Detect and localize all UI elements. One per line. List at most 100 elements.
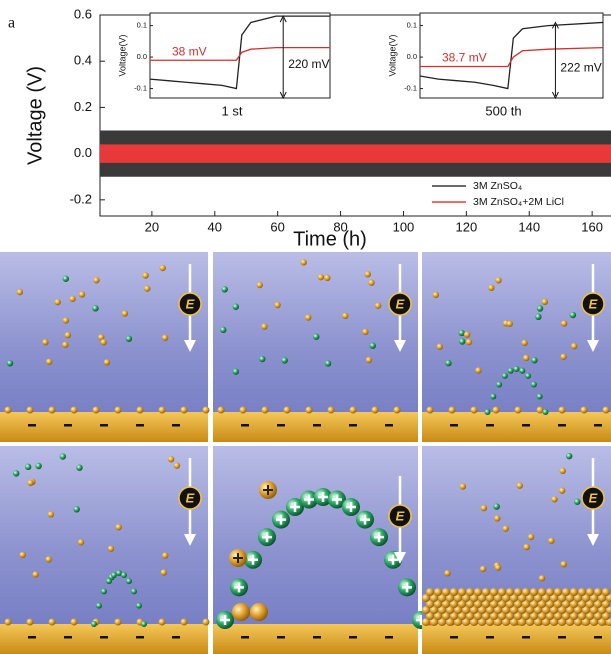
x-tick-label: 100 bbox=[393, 219, 415, 234]
ion bbox=[232, 303, 240, 310]
tile-bg bbox=[213, 446, 418, 654]
inset-y-tick-label: -0.1 bbox=[134, 84, 147, 93]
atom bbox=[562, 588, 570, 596]
ion bbox=[77, 539, 85, 546]
ion bbox=[69, 295, 76, 303]
atom bbox=[510, 594, 518, 602]
ion bbox=[220, 326, 227, 334]
atom bbox=[534, 594, 542, 602]
ion bbox=[566, 452, 573, 460]
field-icon bbox=[581, 292, 605, 316]
atom bbox=[458, 588, 466, 596]
minus bbox=[313, 424, 321, 427]
atom bbox=[578, 600, 586, 608]
ion bbox=[493, 503, 500, 510]
atom bbox=[470, 406, 478, 414]
ion bbox=[432, 291, 440, 299]
atom bbox=[114, 406, 122, 414]
atom bbox=[250, 603, 268, 621]
field-icon bbox=[178, 486, 202, 510]
atom bbox=[580, 406, 588, 414]
atom bbox=[554, 588, 562, 596]
annotation: 220 mV bbox=[288, 57, 329, 71]
ion bbox=[365, 356, 373, 364]
atom bbox=[550, 594, 558, 602]
atom bbox=[393, 406, 401, 414]
minus bbox=[241, 636, 249, 639]
band bbox=[100, 144, 611, 163]
inset-y-label: Voltage(V) bbox=[387, 34, 397, 76]
atom bbox=[158, 618, 166, 626]
ion bbox=[551, 496, 558, 503]
arrowhead bbox=[279, 15, 287, 100]
ground bbox=[422, 412, 611, 442]
ground bbox=[422, 624, 611, 654]
plus bbox=[304, 494, 314, 505]
plus bbox=[332, 494, 342, 505]
atom bbox=[514, 600, 522, 608]
atom bbox=[48, 406, 56, 414]
field-icon bbox=[388, 504, 412, 528]
atom bbox=[180, 618, 188, 626]
atom bbox=[430, 618, 438, 626]
field-arrowhead bbox=[394, 340, 406, 352]
ion bbox=[19, 551, 26, 559]
ion bbox=[495, 277, 502, 284]
y-tick-label: 0.4 bbox=[74, 53, 92, 68]
atom bbox=[422, 618, 430, 626]
ion bbox=[374, 302, 382, 309]
atom bbox=[450, 612, 458, 620]
atom bbox=[70, 406, 78, 414]
atom bbox=[494, 606, 502, 614]
atom bbox=[554, 612, 562, 620]
atom bbox=[538, 600, 546, 608]
legend-label: 3M ZnSO₄+2M LiCl bbox=[473, 196, 564, 208]
atom bbox=[522, 612, 530, 620]
ion bbox=[300, 259, 307, 266]
atom bbox=[562, 612, 570, 620]
inset-line bbox=[420, 46, 604, 68]
adsorbed-ion bbox=[91, 621, 97, 627]
ion bbox=[324, 360, 332, 367]
field-icon bbox=[178, 292, 202, 316]
ion bbox=[570, 342, 578, 350]
atom bbox=[570, 600, 578, 608]
ion bbox=[502, 525, 509, 532]
minus bbox=[450, 424, 458, 427]
atom bbox=[578, 588, 586, 596]
atom bbox=[562, 600, 570, 608]
adsorbed-ion bbox=[507, 367, 514, 374]
atom bbox=[261, 406, 269, 414]
inset-y-label: Voltage(V) bbox=[117, 34, 127, 76]
atom bbox=[446, 618, 454, 626]
inset-line bbox=[419, 21, 604, 90]
atom bbox=[538, 612, 546, 620]
atom bbox=[574, 594, 582, 602]
minus bbox=[385, 636, 393, 639]
atom bbox=[566, 594, 574, 602]
atom bbox=[202, 406, 210, 414]
atom bbox=[546, 600, 554, 608]
field-label: E bbox=[396, 296, 405, 311]
adsorbed-ion bbox=[106, 578, 112, 585]
ion bbox=[35, 462, 42, 470]
atom bbox=[526, 618, 534, 626]
illustration: E E E E E E bbox=[0, 252, 611, 654]
atom bbox=[502, 594, 510, 602]
atom bbox=[466, 600, 474, 608]
atom bbox=[542, 594, 550, 602]
atom bbox=[590, 594, 598, 602]
minus bbox=[277, 424, 285, 427]
atom bbox=[574, 606, 582, 614]
atom bbox=[448, 406, 456, 414]
atom bbox=[442, 600, 450, 608]
atom bbox=[474, 612, 482, 620]
atom bbox=[594, 612, 602, 620]
atom bbox=[434, 588, 442, 596]
atom bbox=[48, 618, 56, 626]
ion bbox=[558, 487, 566, 494]
plus bbox=[402, 582, 412, 593]
minus bbox=[100, 636, 108, 639]
atom bbox=[586, 588, 594, 596]
plus bbox=[248, 554, 258, 565]
